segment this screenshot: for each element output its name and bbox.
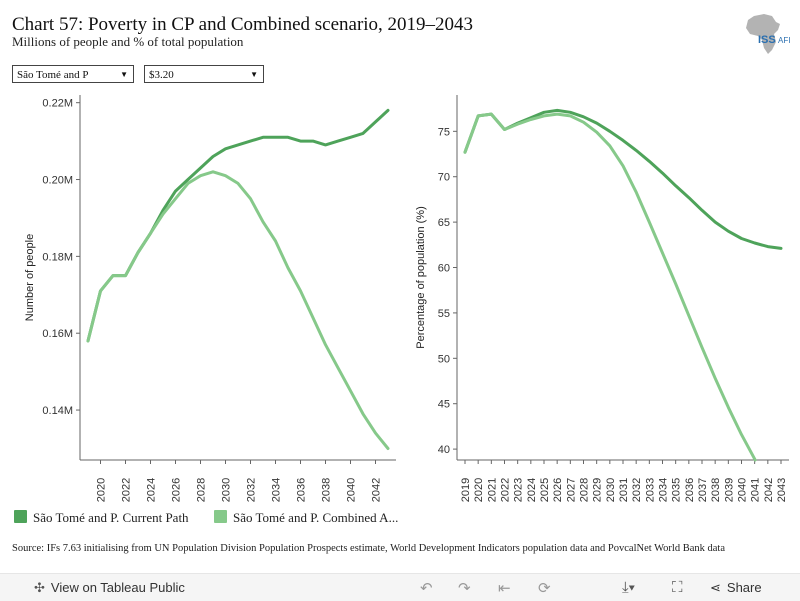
panel2-x-tick-label: 2033 bbox=[644, 478, 656, 502]
redo-icon[interactable]: ↷ bbox=[458, 580, 471, 597]
iss-africa-logo: ISS AFI bbox=[746, 14, 790, 54]
chart-subtitle: Millions of people and % of total popula… bbox=[12, 34, 244, 49]
panel1-y-tick-label: 0.20M bbox=[42, 175, 73, 187]
panel2-y-tick-label: 60 bbox=[438, 263, 450, 275]
panel2-y-tick-label: 70 bbox=[438, 172, 450, 184]
share-label: Share bbox=[726, 580, 762, 595]
legend-item-current-path[interactable]: São Tomé and P. Current Path bbox=[14, 510, 189, 530]
panel2-x-tick-label: 2022 bbox=[500, 478, 512, 502]
fullscreen-icon[interactable]: ⛶ bbox=[672, 579, 683, 596]
refresh-icon[interactable]: ⟳ bbox=[538, 580, 551, 597]
panel1-x-tick-label: 2020 bbox=[96, 478, 108, 502]
legend-item-combined[interactable]: São Tomé and P. Combined A... bbox=[214, 510, 398, 530]
source-note: Source: IFs 7.63 initialising from UN Po… bbox=[12, 543, 725, 554]
view-on-tableau-label: View on Tableau Public bbox=[50, 580, 185, 595]
panel2-x-tick-label: 2021 bbox=[486, 478, 498, 502]
panel1-x-tick-label: 2022 bbox=[121, 478, 133, 502]
tableau-footer: ✣ View on Tableau Public ↶ ↷ ⇤ ⟳ ⤓▾ ⛶ ⋖ Sh… bbox=[0, 573, 800, 601]
panel2-y-tick-label: 40 bbox=[438, 444, 450, 456]
view-on-tableau-link[interactable]: ✣ View on Tableau Public bbox=[34, 580, 185, 596]
panel1-y-tick-label: 0.18M bbox=[42, 251, 73, 263]
undo-icon[interactable]: ↶ bbox=[420, 580, 433, 597]
panel2-series-line-combined bbox=[463, 112, 757, 462]
panel2-x-tick-label: 2027 bbox=[565, 478, 577, 502]
panel1-x-tick-label: 2024 bbox=[146, 478, 158, 502]
panel2-y-tick-label: 65 bbox=[438, 217, 450, 229]
panel1-x-tick-label: 2036 bbox=[296, 478, 308, 502]
panel2-x-tick-label: 2039 bbox=[723, 478, 735, 502]
panel2-x-tick-label: 2019 bbox=[460, 478, 472, 502]
panel2-y-axis-label: Percentage of population (%) bbox=[415, 206, 427, 348]
panel2-x-tick-label: 2032 bbox=[631, 478, 643, 502]
legend-swatch-combined bbox=[214, 510, 227, 523]
legend-swatch-current-path bbox=[14, 510, 27, 523]
chevron-down-icon: ▼ bbox=[250, 70, 258, 79]
panel1-series-line-combined bbox=[86, 170, 390, 450]
tableau-icon: ✣ bbox=[34, 580, 45, 595]
country-dropdown-value: São Tomé and P bbox=[17, 69, 89, 81]
panel1-x-tick-label: 2040 bbox=[346, 478, 358, 502]
panel2-x-tick-label: 2040 bbox=[737, 478, 749, 502]
panel2-series-line-current-path bbox=[463, 108, 783, 250]
panel1-series-line-current-path bbox=[86, 108, 390, 343]
panel2-x-tick-label: 2024 bbox=[526, 478, 538, 502]
revert-icon[interactable]: ⇤ bbox=[498, 580, 511, 597]
download-icon[interactable]: ⤓▾ bbox=[622, 579, 635, 596]
panel2-y-tick-label: 50 bbox=[438, 353, 450, 365]
panel1-x-tick-label: 2042 bbox=[371, 478, 383, 502]
poverty-line-dropdown[interactable]: $3.20 ▼ bbox=[144, 65, 264, 83]
panel1-y-tick-label: 0.14M bbox=[42, 405, 73, 417]
logo-text: ISS bbox=[758, 34, 776, 46]
legend-label-current-path: São Tomé and P. Current Path bbox=[33, 510, 189, 525]
panel2-x-tick-label: 2028 bbox=[579, 478, 591, 502]
panel2-x-tick-label: 2030 bbox=[605, 478, 617, 502]
poverty-line-dropdown-value: $3.20 bbox=[149, 69, 174, 81]
panel2-x-tick-label: 2041 bbox=[750, 478, 762, 502]
panel1-x-tick-label: 2032 bbox=[246, 478, 258, 502]
legend-label-combined: São Tomé and P. Combined A... bbox=[233, 510, 399, 525]
panel2-x-tick-label: 2036 bbox=[684, 478, 696, 502]
panel2-x-tick-label: 2042 bbox=[763, 478, 775, 502]
logo-text-secondary: AFI bbox=[778, 36, 790, 45]
panel2-x-tick-label: 2023 bbox=[513, 478, 525, 502]
panel1-y-axis-label: Number of people bbox=[24, 234, 36, 321]
panel2-x-tick-label: 2034 bbox=[658, 478, 670, 502]
panel2-x-tick-label: 2035 bbox=[671, 478, 683, 502]
panel2-y-tick-label: 55 bbox=[438, 308, 450, 320]
panel2-y-tick-label: 75 bbox=[438, 126, 450, 138]
chart-title: Chart 57: Poverty in CP and Combined sce… bbox=[12, 14, 474, 35]
panel2-x-tick-label: 2026 bbox=[552, 478, 564, 502]
panel1-x-tick-label: 2026 bbox=[171, 478, 183, 502]
panel2-x-tick-label: 2037 bbox=[697, 478, 709, 502]
africa-map-icon bbox=[746, 14, 780, 54]
panel1-x-tick-label: 2038 bbox=[321, 478, 333, 502]
country-dropdown[interactable]: São Tomé and P ▼ bbox=[12, 65, 134, 83]
panel2-x-tick-label: 2038 bbox=[710, 478, 722, 502]
share-button[interactable]: ⋖ Share bbox=[710, 580, 762, 596]
panel2-x-tick-label: 2020 bbox=[473, 478, 485, 502]
panel1-x-tick-label: 2028 bbox=[196, 478, 208, 502]
panel2-x-tick-label: 2029 bbox=[592, 478, 604, 502]
panel2-x-tick-label: 2043 bbox=[776, 478, 788, 502]
panel1-y-tick-label: 0.16M bbox=[42, 328, 73, 340]
chevron-down-icon: ▼ bbox=[120, 70, 128, 79]
poverty-charts: 0.14M 0.16M 0.18M 0.20M 0.22M Number of peopl… bbox=[24, 95, 789, 502]
panel1-y-tick-label: 0.22M bbox=[42, 98, 73, 110]
panel2-y-tick-label: 45 bbox=[438, 399, 450, 411]
panel1-x-tick-label: 2030 bbox=[221, 478, 233, 502]
panel1-x-tick-label: 2034 bbox=[271, 478, 283, 502]
panel2-x-tick-label: 2031 bbox=[618, 478, 630, 502]
share-icon: ⋖ bbox=[710, 580, 721, 595]
panel2-x-tick-label: 2025 bbox=[539, 478, 551, 502]
